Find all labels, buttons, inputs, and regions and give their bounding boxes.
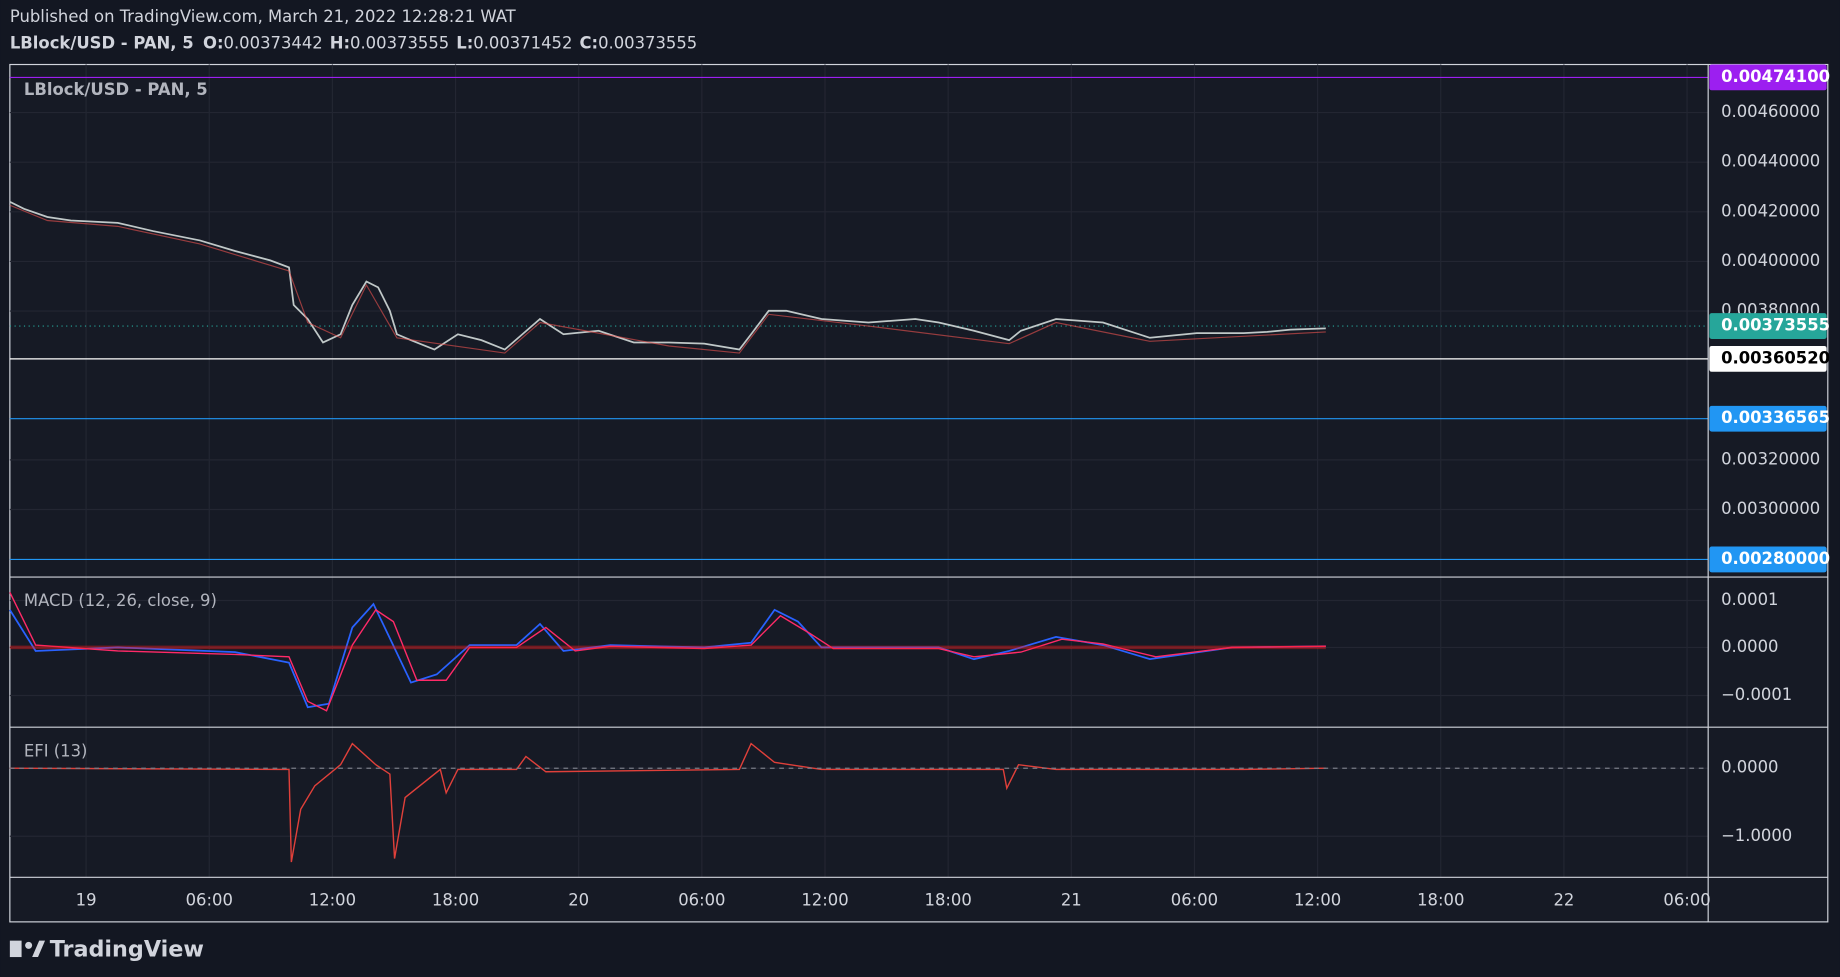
logo-mark [25, 941, 33, 949]
logo [9, 940, 46, 958]
ohlc: O:0.00373442 H:0.00373555 L:0.00371452 C:0.… [203, 33, 697, 52]
ohlc-label: H: [330, 33, 350, 52]
price-label: 0.00360520 [1721, 348, 1830, 367]
price-tick-label: 0.00420000 [1721, 201, 1820, 220]
time-tick-label: 06:00 [186, 890, 233, 909]
macd-tick-label: 0.0001 [1721, 590, 1778, 609]
ohlc-label: L: [456, 33, 473, 52]
ohlc-value: 0.00371452 [473, 33, 572, 52]
ohlc-label: O: [203, 33, 224, 52]
price-label: 0.00474100 [1721, 67, 1830, 86]
time-tick-label: 12:00 [1294, 890, 1341, 909]
price-tick-label: 0.00460000 [1721, 102, 1820, 121]
efi-line [9, 742, 1326, 863]
time-tick-label: 20 [568, 890, 589, 909]
time-tick-label: 22 [1553, 890, 1574, 909]
macd-tick-label: −0.0001 [1721, 685, 1792, 704]
signal-line [9, 591, 1326, 712]
axis-labels: 0.00460000 0.00440000 0.00420000 0.00400000… [76, 64, 1830, 909]
price-trace [9, 200, 1326, 351]
price-label: 0.00336565 [1721, 408, 1830, 427]
price-label-bg [1709, 405, 1827, 432]
ohlc-value: 0.00373555 [598, 33, 697, 52]
published: Published on TradingView.com, March 21, … [10, 7, 517, 26]
price-label-bg [1709, 64, 1827, 91]
brand: TradingView [50, 937, 204, 963]
ohlc-label: C: [579, 33, 598, 52]
price-trace-shadow [9, 204, 1326, 354]
macd-title: MACD (12, 26, close, 9) [24, 591, 217, 610]
time-tick-label: 12:00 [309, 890, 356, 909]
efi-tick-label: 0.0000 [1721, 758, 1778, 777]
ohlc-value: 0.00373442 [224, 33, 323, 52]
macd-line [9, 602, 1326, 709]
price-tick-label: 0.00440000 [1721, 152, 1820, 171]
time-tick-label: 19 [76, 890, 97, 909]
price-label: 0.00373555 [1721, 316, 1830, 335]
chart-frame [9, 63, 1829, 923]
time-tick-label: 18:00 [432, 890, 479, 909]
ohlc-value: 0.00373555 [350, 33, 449, 52]
efi-title: EFI (13) [24, 741, 88, 760]
symbol: LBlock/USD - PAN, 5 [10, 33, 194, 52]
time-tick-label: 21 [1061, 890, 1082, 909]
logo-mark [32, 940, 46, 958]
macd-tick-label: 0.0000 [1721, 637, 1778, 656]
time-tick-label: 18:00 [925, 890, 972, 909]
price-label: 0.00280000 [1721, 549, 1830, 568]
price-label-bg [1709, 546, 1827, 573]
logo-mark [9, 940, 22, 958]
time-tick-label: 06:00 [678, 890, 725, 909]
time-tick-label: 12:00 [801, 890, 848, 909]
efi-tick-label: −1.0000 [1721, 826, 1792, 845]
pane-title: LBlock/USD - PAN, 5 [24, 80, 208, 99]
time-tick-label: 18:00 [1417, 890, 1464, 909]
price-tick-label: 0.00400000 [1721, 251, 1820, 270]
price-label-bg [1709, 345, 1827, 372]
price-label-bg [1709, 313, 1827, 339]
price-tick-label: 0.00300000 [1721, 499, 1820, 518]
time-tick-label: 06:00 [1663, 890, 1710, 909]
time-tick-label: 06:00 [1171, 890, 1218, 909]
ohlc-line: LBlock/USD - PAN, 5 O:0.00373442 H:0.00373… [10, 33, 697, 52]
price-tick-label: 0.00320000 [1721, 449, 1820, 468]
grid [9, 64, 1709, 878]
